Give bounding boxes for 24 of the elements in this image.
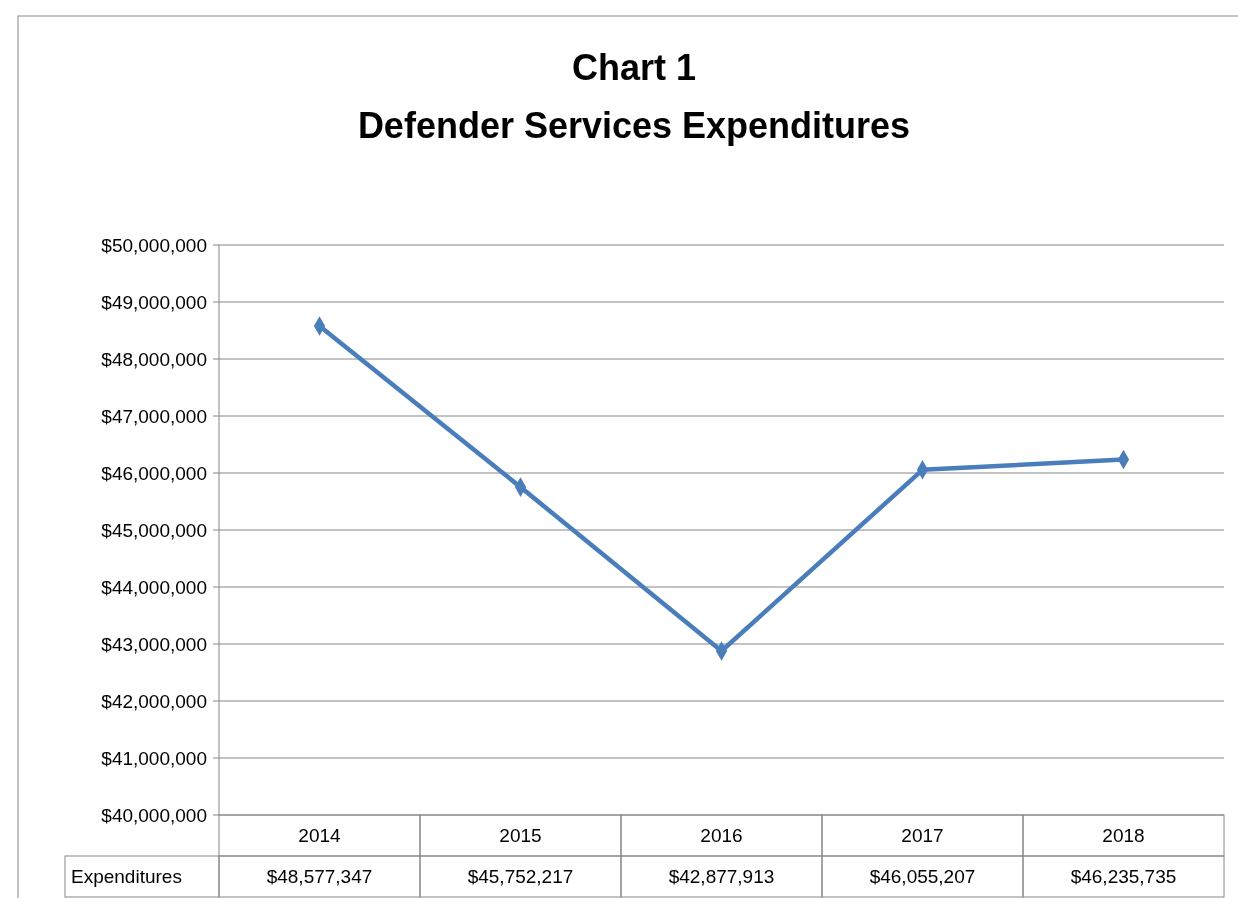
- y-tick-label: $43,000,000: [101, 633, 207, 655]
- y-tick-label: $46,000,000: [101, 462, 207, 484]
- y-tick-label: $45,000,000: [101, 519, 207, 541]
- y-tick-label: $50,000,000: [101, 234, 207, 256]
- x-tick-label: 2014: [298, 825, 342, 847]
- y-tick-label: $48,000,000: [101, 348, 207, 370]
- x-tick-label: 2015: [499, 825, 542, 847]
- y-tick-label: $44,000,000: [101, 576, 207, 598]
- chart-title: Chart 1: [571, 47, 697, 88]
- y-tick-label: $42,000,000: [101, 690, 207, 712]
- data-label: $42,877,913: [668, 866, 775, 888]
- y-tick-label: $40,000,000: [101, 804, 207, 826]
- data-label: $46,055,207: [869, 866, 976, 888]
- x-tick-label: 2018: [1102, 825, 1145, 847]
- data-label: $48,577,347: [266, 866, 373, 888]
- y-tick-label: $47,000,000: [101, 405, 207, 427]
- text: Expenditures: [71, 866, 182, 888]
- x-tick-label: 2017: [901, 825, 944, 847]
- y-tick-label: $41,000,000: [101, 747, 207, 769]
- x-tick-label: 2016: [700, 825, 743, 847]
- data-label: $46,235,735: [1070, 866, 1177, 888]
- chart-subtitle: Defender Services Expenditures: [357, 105, 911, 146]
- data-label: $45,752,217: [467, 866, 574, 888]
- y-tick-label: $49,000,000: [101, 291, 207, 313]
